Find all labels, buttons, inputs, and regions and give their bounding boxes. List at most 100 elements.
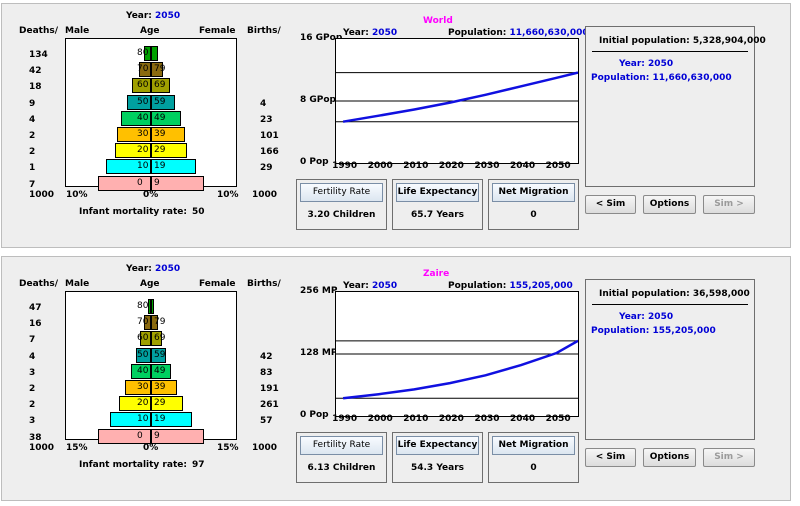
previous-sim-button[interactable]: < Sim [585, 195, 636, 214]
population-chart [335, 291, 579, 417]
age-label-high: 9 [154, 430, 160, 441]
female-header: Female [199, 26, 236, 36]
chart-plot [336, 339, 579, 400]
simulation-panel-zaire: Year: 2050 Deaths/ Male Age Female Birth… [1, 256, 791, 501]
female-bar [151, 363, 172, 379]
population-line [342, 339, 579, 400]
x-tick-label: 2020 [438, 161, 464, 171]
age-label-high: 9 [154, 177, 160, 188]
male-bar [147, 299, 151, 314]
info-year: Year: 2050 [619, 59, 674, 69]
age-label-high: 59 [154, 349, 166, 360]
initial-population: Initial population: 5,328,904,000 [599, 36, 766, 46]
options-button[interactable]: Options [643, 195, 696, 214]
deaths-value: 1 [29, 163, 36, 174]
axis-right-label: 10% [217, 190, 239, 200]
female-bar [151, 159, 197, 175]
net-migration-button[interactable]: Net Migration [492, 436, 575, 455]
deaths-value: 47 [29, 303, 42, 313]
deaths-value: 4 [29, 114, 36, 125]
deaths-value: 7 [29, 179, 36, 190]
age-label-low: 70 [137, 317, 149, 328]
options-button[interactable]: Options [643, 448, 696, 467]
age-label-high: 79 [154, 64, 166, 75]
deaths-value: 38 [29, 432, 42, 443]
population-line [342, 71, 579, 123]
chart-year: Year: 2050 [343, 281, 398, 291]
x-tick-label: 1990 [332, 161, 358, 171]
region-title: World [423, 16, 453, 26]
previous-sim-button[interactable]: < Sim [585, 448, 636, 467]
net-migration-value: 0 [530, 463, 537, 473]
age-label-low: 30 [137, 129, 149, 139]
male-bar [139, 62, 151, 78]
net-migration-button[interactable]: Net Migration [492, 183, 575, 202]
births-value: 261 [260, 400, 279, 411]
female-bar [151, 62, 163, 78]
axis-mid-label: 0% [143, 443, 159, 453]
female-bar [151, 78, 171, 94]
male-bar [97, 428, 151, 444]
y-tick-label: 256 MP... [300, 286, 347, 296]
life-expectancy-button[interactable]: Life Expectancy [396, 436, 479, 455]
next-sim-button[interactable]: Sim > [703, 195, 755, 214]
population-pyramid: 80 70 79 60 69 50 59 40 49 30 39 20 29 10 19 0 9 [65, 38, 237, 191]
fertility-rate-button[interactable]: Fertility Rate [300, 436, 383, 455]
male-bar [126, 94, 151, 110]
births-footer: 1000 [252, 190, 278, 200]
age-label-low: 60 [137, 80, 149, 91]
net-migration-card[interactable]: Net Migration 0 [488, 432, 579, 483]
population-pyramid: 80 70 79 60 69 50 59 40 49 30 39 20 29 10 19 0 9 [65, 291, 237, 444]
female-bar [151, 396, 184, 412]
age-label-low: 50 [137, 349, 149, 360]
age-label-low: 10 [137, 161, 149, 172]
male-bar [131, 78, 151, 94]
infant-mortality-label: Infant mortality rate: [79, 207, 187, 217]
deaths-value: 3 [29, 367, 36, 378]
female-bar [151, 143, 188, 159]
fertility-rate-card[interactable]: Fertility Rate 6.13 Children [296, 432, 387, 483]
infant-mortality-label: Infant mortality rate: [79, 460, 187, 470]
age-label-high: 29 [154, 145, 166, 156]
births-value: 101 [260, 131, 279, 141]
male-bar [125, 380, 151, 395]
x-tick-label: 2040 [510, 414, 536, 424]
next-sim-button[interactable]: Sim > [703, 448, 755, 467]
infant-mortality-value: 50 [192, 207, 205, 217]
chart-population: Population: 11,660,630,000 [448, 28, 589, 38]
x-tick-label: 2000 [367, 414, 393, 424]
info-year: Year: 2050 [619, 312, 674, 322]
info-population: Population: 155,205,000 [591, 326, 716, 336]
fertility-rate-value: 3.20 Children [307, 210, 376, 220]
chart-plot [336, 71, 579, 123]
net-migration-card[interactable]: Net Migration 0 [488, 179, 579, 230]
male-bar [98, 175, 151, 191]
births-header: Births/ [247, 26, 281, 36]
deaths-value: 9 [29, 98, 36, 109]
age-label-low: 80 [137, 301, 149, 311]
births-value: 57 [260, 416, 273, 427]
life-expectancy-button[interactable]: Life Expectancy [396, 183, 479, 202]
life-expectancy-value: 65.7 Years [410, 210, 464, 220]
life-expectancy-card[interactable]: Life Expectancy 65.7 Years [392, 179, 483, 230]
male-bar [118, 396, 151, 412]
age-label-high: 49 [154, 365, 166, 376]
deaths-footer: 1000 [29, 443, 55, 453]
births-value: 166 [260, 147, 279, 158]
life-expectancy-card[interactable]: Life Expectancy 54.3 Years [392, 432, 483, 483]
x-tick-label: 2050 [545, 161, 571, 171]
age-label-high: 49 [154, 112, 166, 123]
male-bar [144, 46, 151, 61]
fertility-rate-button[interactable]: Fertility Rate [300, 183, 383, 202]
female-bar [151, 94, 176, 110]
fertility-rate-card[interactable]: Fertility Rate 3.20 Children [296, 179, 387, 230]
deaths-value: 42 [29, 66, 42, 77]
age-label-low: 0 [137, 177, 143, 188]
info-divider [592, 304, 748, 305]
births-value: 191 [260, 384, 279, 394]
age-label-low: 30 [137, 382, 149, 392]
male-bar [110, 412, 151, 428]
births-header: Births/ [247, 279, 281, 289]
pyramid-year: Year: 2050 [126, 264, 181, 274]
male-bar [140, 331, 151, 347]
